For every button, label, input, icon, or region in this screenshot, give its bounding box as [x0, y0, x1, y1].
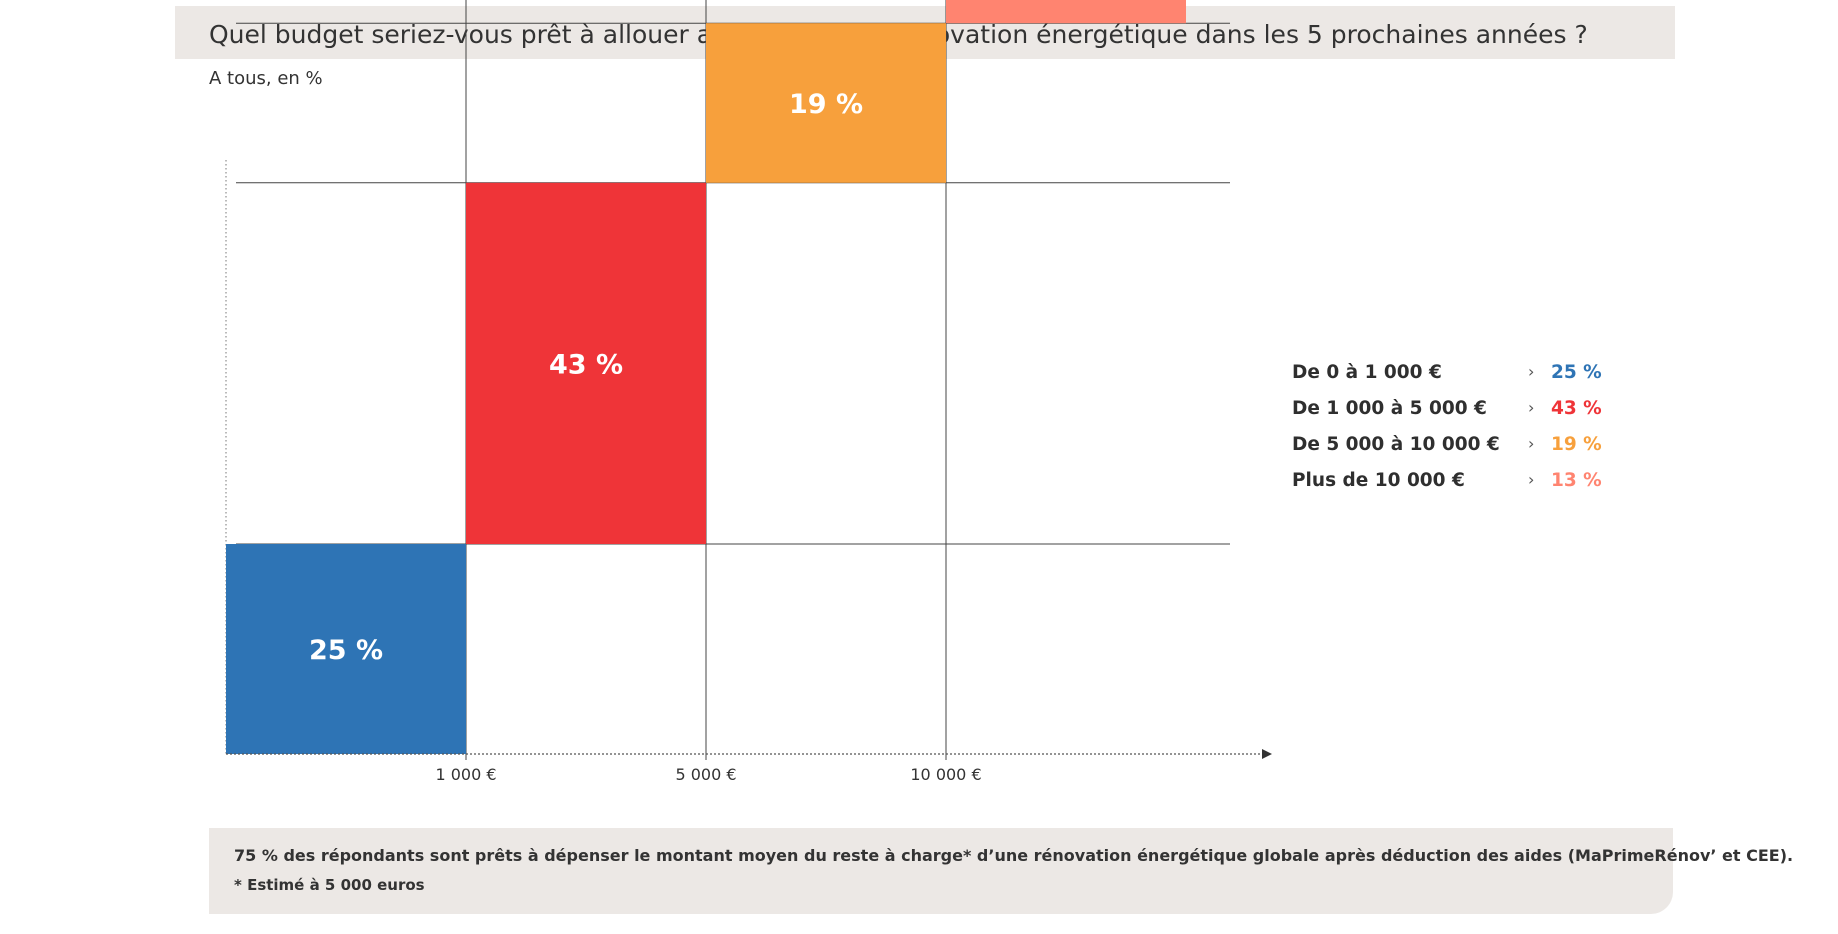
legend-label: De 1 000 à 5 000 €: [1292, 398, 1487, 419]
x-axis-arrow: [1262, 749, 1272, 759]
chevron-right-icon: ›: [1528, 470, 1535, 489]
bar: [946, 0, 1186, 24]
bar-value-label: 43 %: [549, 349, 623, 380]
x-tick-label: 1 000 €: [435, 765, 496, 784]
legend-value: 25 %: [1551, 362, 1602, 383]
bar: [706, 23, 946, 183]
chevron-right-icon: ›: [1528, 398, 1535, 417]
chevron-right-icon: ›: [1528, 434, 1535, 453]
legend-value: 43 %: [1551, 398, 1602, 419]
footer-note-box: 75 % des répondants sont prêts à dépense…: [209, 828, 1793, 914]
x-tick-label: 5 000 €: [675, 765, 736, 784]
chevron-right-icon: ›: [1528, 362, 1535, 381]
legend-label: Plus de 10 000 €: [1292, 470, 1465, 491]
bar-value-label: 25 %: [309, 635, 383, 666]
legend-label: De 0 à 1 000 €: [1292, 362, 1442, 383]
legend-value: 19 %: [1551, 434, 1602, 455]
footer-note: 75 % des répondants sont prêts à dépense…: [234, 846, 1794, 865]
legend-label: De 5 000 à 10 000 €: [1292, 434, 1500, 455]
bar: [466, 182, 706, 545]
legend-value: 13 %: [1551, 470, 1602, 491]
chart-subtitle: A tous, en %: [209, 68, 323, 89]
bar-value-label: 19 %: [789, 89, 863, 120]
bar: [226, 544, 466, 754]
x-tick-label: 10 000 €: [910, 765, 981, 784]
footnote: * Estimé à 5 000 euros: [234, 876, 425, 894]
